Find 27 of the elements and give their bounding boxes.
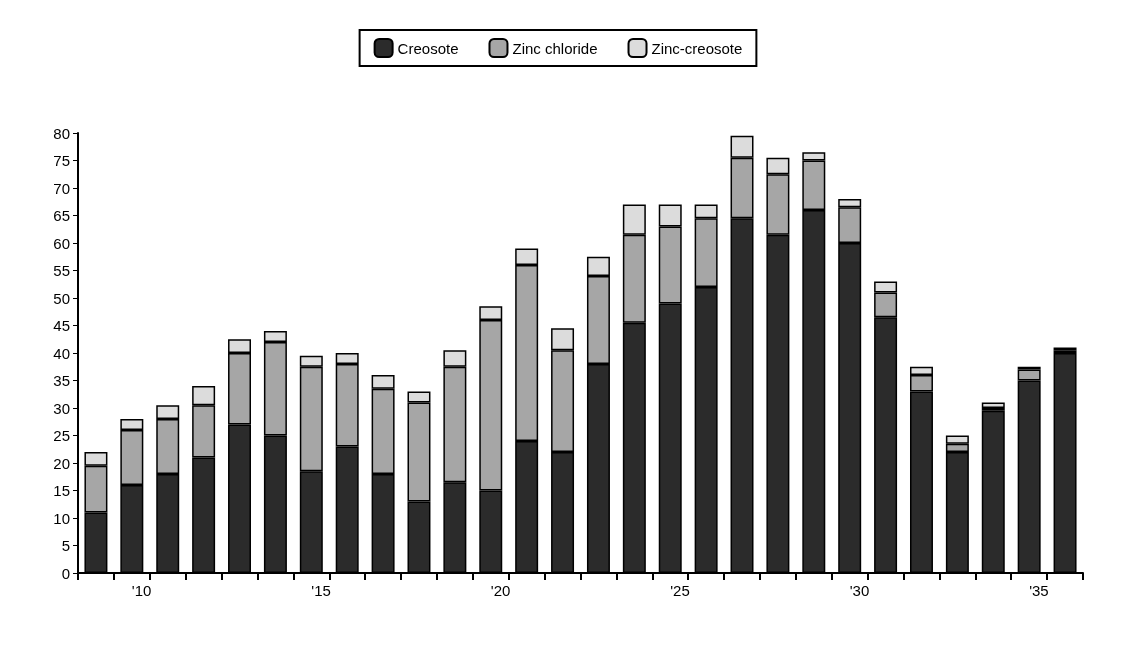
bar (981, 402, 1005, 408)
y-tick-label: 70 (53, 179, 70, 197)
y-tick-label: 5 (61, 537, 70, 554)
legend-label: Creosote (397, 39, 459, 57)
x-tick-label: '10 (131, 582, 152, 599)
x-tick-label: '20 (490, 582, 511, 599)
x-tick-label: '25 (670, 582, 690, 599)
y-tick-label: 55 (53, 262, 70, 279)
x-tick-label: '15 (311, 582, 331, 599)
x-tick-label: '35 (1029, 582, 1049, 599)
y-tick-label: 65 (53, 207, 70, 224)
y-tick-label: 25 (53, 427, 70, 444)
y-tick-label: 15 (53, 482, 70, 499)
legend-label: Zinc-creosote (651, 39, 743, 57)
legend-label: Zinc chloride (512, 39, 598, 57)
y-tick-label: 0 (61, 564, 70, 582)
y-tick-label: 60 (53, 234, 70, 252)
y-tick-label: 45 (53, 317, 70, 334)
y-tick-label: 10 (53, 509, 70, 527)
x-tick-label: '30 (849, 582, 870, 599)
y-tick-label: 35 (53, 372, 70, 389)
y-tick-label: 75 (53, 152, 70, 169)
y-tick-label: 20 (53, 454, 70, 472)
y-tick-label: 40 (53, 344, 70, 362)
y-tick-label: 30 (53, 399, 70, 417)
y-tick-label: 50 (53, 289, 70, 307)
y-tick-label: 80 (53, 124, 70, 142)
